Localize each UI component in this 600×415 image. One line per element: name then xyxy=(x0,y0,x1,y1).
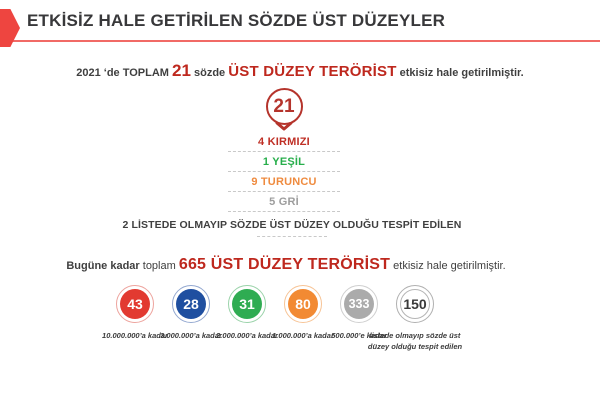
total-summary-suffix: etkisiz hale getirilmiştir. xyxy=(390,260,506,272)
stat-value: 150 xyxy=(400,289,430,319)
total-summary-prefix-bold: Bugüne kadar xyxy=(66,260,140,272)
chevron-down-icon xyxy=(275,122,293,131)
stat-label: 2.000.000’a kadar xyxy=(216,331,278,340)
stat-ring: 43 xyxy=(116,285,154,323)
stats-row: 43 10.000.000’a kadar 28 3.000.000’a kad… xyxy=(0,285,575,353)
page-title: ETKİSİZ HALE GETİRİLEN SÖZDE ÜST DÜZEYLE… xyxy=(27,11,446,30)
stat-ring: 28 xyxy=(172,285,210,323)
breakdown-item-yesil: 1 YEŞİL xyxy=(262,156,306,168)
stat-value: 43 xyxy=(120,289,150,319)
stat-label: 10.000.000’a kadar xyxy=(102,331,168,340)
stat-ring: 31 xyxy=(228,285,266,323)
stat-value: 28 xyxy=(176,289,206,319)
breakdown-item-turuncu: 9 TURUNCU xyxy=(251,176,317,188)
stat-ring: 150 xyxy=(396,285,434,323)
total-summary-prefix: toplam xyxy=(139,260,179,272)
not-listed-note: 2 LİSTEDE OLMAYIP SÖZDE ÜST DÜZEY OLDUĞU… xyxy=(122,219,462,231)
year-summary-prefix: 2021 ‘de TOPLAM xyxy=(76,67,173,79)
stat-column-green: 31 2.000.000’a kadar xyxy=(216,285,278,353)
stat-column-gray: 333 500.000’e kadar xyxy=(331,285,387,353)
stat-label: 3.000.000’a kadar xyxy=(160,331,222,340)
total-summary-line: Bugüne kadar toplam 665 ÜST DÜZEY TERÖRİ… xyxy=(0,256,586,274)
breakdown-column: 21 4 KIRMIZI 1 YEŞİL 9 TURUNCU 5 GRİ 2 L… xyxy=(0,88,584,237)
dashed-separator xyxy=(228,211,340,212)
year-summary-suffix: etkisiz hale getirilmiştir. xyxy=(396,67,524,79)
total-highlight: 665 ÜST DÜZEY TERÖRİST xyxy=(178,256,391,273)
stat-ring: 80 xyxy=(284,285,322,323)
stat-label: listede olmayıp sözde üst düzey olduğu t… xyxy=(367,331,463,352)
stat-column-red: 43 10.000.000’a kadar xyxy=(102,285,168,353)
breakdown-list: 4 KIRMIZI 1 YEŞİL 9 TURUNCU 5 GRİ xyxy=(228,132,340,212)
header: ETKİSİZ HALE GETİRİLEN SÖZDE ÜST DÜZEYLE… xyxy=(0,0,600,47)
dashed-separator xyxy=(228,151,340,152)
stat-label: 1.000.000’a kadar xyxy=(272,331,334,340)
stat-ring: 333 xyxy=(340,285,378,323)
year-summary-line: 2021 ‘de TOPLAM 21 sözde ÜST DÜZEY TERÖR… xyxy=(0,61,600,81)
year-highlight: ÜST DÜZEY TERÖRİST xyxy=(228,63,397,80)
stat-value: 80 xyxy=(288,289,318,319)
stat-column-blue: 28 3.000.000’a kadar xyxy=(160,285,222,353)
total-circle: 21 xyxy=(265,88,303,125)
year-count: 21 xyxy=(172,61,191,80)
breakdown-item-gri: 5 GRİ xyxy=(269,196,299,208)
dashed-separator xyxy=(228,191,340,192)
year-summary-middle: sözde xyxy=(190,67,229,79)
stat-label: 500.000’e kadar xyxy=(331,331,387,340)
dashed-separator xyxy=(257,236,327,237)
breakdown-item-kirmizi: 4 KIRMIZI xyxy=(258,136,310,148)
stat-value: 31 xyxy=(232,289,262,319)
stat-column-unlisted: 150 listede olmayıp sözde üst düzey oldu… xyxy=(368,285,462,353)
red-arrow-icon xyxy=(0,9,20,47)
stat-column-orange: 80 1.000.000’a kadar xyxy=(272,285,334,353)
stat-value: 333 xyxy=(344,289,374,319)
dashed-separator xyxy=(228,171,340,172)
